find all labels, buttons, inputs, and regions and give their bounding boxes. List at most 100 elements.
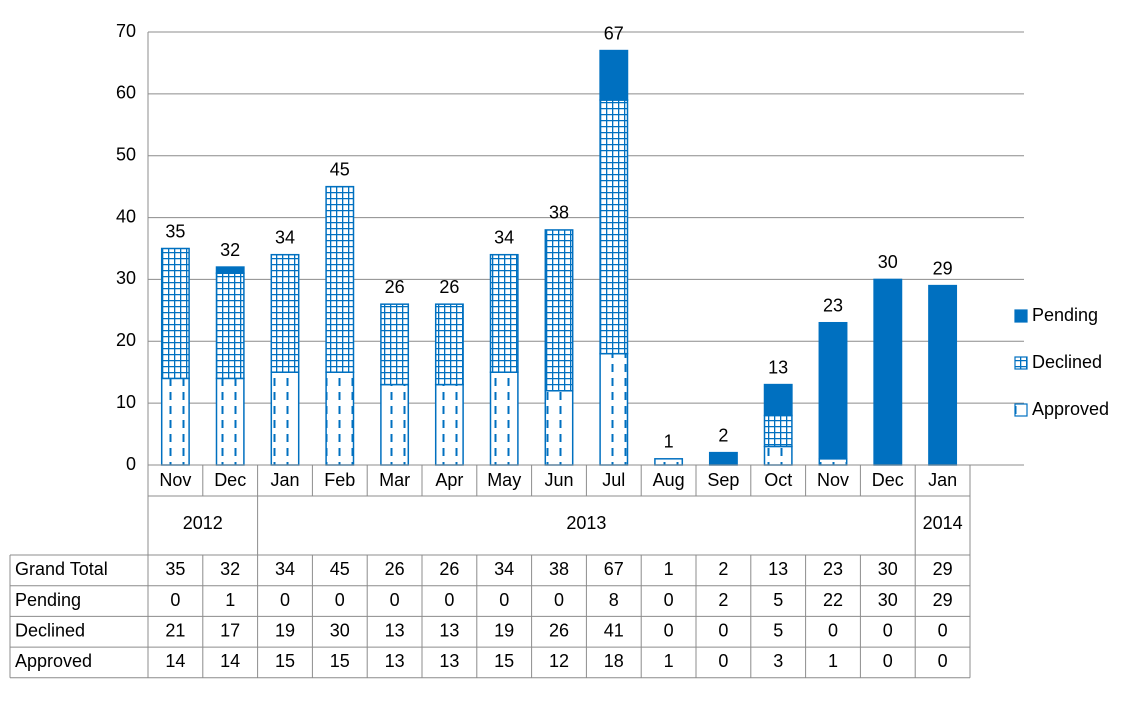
bar-segment — [215, 272, 245, 380]
row-label: Approved — [15, 651, 92, 671]
table-cell: 15 — [275, 651, 295, 671]
table-cell: 1 — [225, 590, 235, 610]
table-cell: 29 — [933, 559, 953, 579]
total-label: 30 — [878, 252, 898, 272]
bar-segment — [654, 458, 684, 466]
total-label: 23 — [823, 295, 843, 315]
bar-segment — [708, 451, 738, 466]
x-tick-label: Dec — [214, 470, 246, 490]
table-cell: 22 — [823, 590, 843, 610]
bar-segment — [489, 253, 519, 373]
legend-label: Pending — [1032, 305, 1098, 325]
table-cell: 19 — [494, 621, 514, 641]
total-label: 35 — [165, 221, 185, 241]
table-cell: 0 — [883, 621, 893, 641]
x-tick-label: Oct — [764, 470, 792, 490]
x-tick-label: Jan — [928, 470, 957, 490]
table-cell: 1 — [664, 559, 674, 579]
y-tick-label: 20 — [116, 330, 136, 350]
x-tick-label: Apr — [435, 470, 463, 490]
y-tick-label: 50 — [116, 144, 136, 164]
bar-segment — [434, 383, 464, 466]
bar-segment — [599, 99, 629, 355]
table-cell: 32 — [220, 559, 240, 579]
total-label: 26 — [439, 277, 459, 297]
table-cell: 23 — [823, 559, 843, 579]
x-tick-label: Sep — [707, 470, 739, 490]
x-tick-label: Nov — [817, 470, 849, 490]
y-tick-label: 70 — [116, 21, 136, 41]
table-cell: 0 — [390, 590, 400, 610]
table-cell: 30 — [878, 590, 898, 610]
total-label: 67 — [604, 23, 624, 43]
table-cell: 14 — [165, 651, 185, 671]
table-cell: 18 — [604, 651, 624, 671]
x-tick-label: Feb — [324, 470, 355, 490]
table-cell: 8 — [609, 590, 619, 610]
y-tick-label: 60 — [116, 83, 136, 103]
bar-segment — [873, 278, 903, 466]
table-cell: 35 — [165, 559, 185, 579]
bar-segment — [380, 303, 410, 386]
table-cell: 0 — [718, 651, 728, 671]
table-cell: 0 — [664, 621, 674, 641]
total-label: 26 — [385, 277, 405, 297]
total-label: 45 — [330, 159, 350, 179]
table-cell: 13 — [385, 621, 405, 641]
legend-swatch — [1014, 356, 1028, 370]
total-label: 38 — [549, 203, 569, 223]
table-cell: 0 — [170, 590, 180, 610]
table-cell: 19 — [275, 621, 295, 641]
legend-label: Declined — [1032, 352, 1102, 372]
x-tick-label: Jul — [602, 470, 625, 490]
table-cell: 0 — [554, 590, 564, 610]
table-cell: 0 — [280, 590, 290, 610]
total-label: 2 — [718, 425, 728, 445]
table-cell: 26 — [439, 559, 459, 579]
bar-segment — [544, 390, 574, 466]
bar-segment — [763, 383, 793, 417]
legend-label: Approved — [1032, 399, 1109, 419]
table-cell: 0 — [664, 590, 674, 610]
x-tick-label: Jun — [544, 470, 573, 490]
table-cell: 0 — [828, 621, 838, 641]
total-label: 32 — [220, 240, 240, 260]
bar-segment — [270, 253, 300, 373]
bar-segment — [818, 321, 848, 460]
table-cell: 15 — [494, 651, 514, 671]
total-label: 34 — [275, 227, 295, 247]
y-tick-label: 30 — [116, 268, 136, 288]
table-cell: 0 — [444, 590, 454, 610]
table-cell: 5 — [773, 590, 783, 610]
table-cell: 30 — [330, 621, 350, 641]
table-cell: 34 — [275, 559, 295, 579]
table-cell: 45 — [330, 559, 350, 579]
bar-segment — [434, 303, 464, 386]
x-tick-label: May — [487, 470, 521, 490]
bar-segment — [818, 458, 848, 466]
row-label: Declined — [15, 621, 85, 641]
y-tick-label: 0 — [126, 454, 136, 474]
table-cell: 29 — [933, 590, 953, 610]
bar-segment — [325, 371, 355, 466]
bar-segment — [599, 352, 629, 466]
total-label: 29 — [933, 258, 953, 278]
bar-segment — [325, 185, 355, 373]
bar-segment — [270, 371, 300, 466]
total-label: 34 — [494, 227, 514, 247]
x-tick-label: Dec — [872, 470, 904, 490]
bar-segment — [928, 284, 958, 466]
bar-segment — [160, 377, 190, 466]
bar-segment — [160, 247, 190, 380]
table-cell: 41 — [604, 621, 624, 641]
total-label: 1 — [664, 432, 674, 452]
table-cell: 30 — [878, 559, 898, 579]
table-cell: 15 — [330, 651, 350, 671]
table-cell: 26 — [549, 621, 569, 641]
table-cell: 17 — [220, 621, 240, 641]
table-cell: 2 — [718, 590, 728, 610]
table-cell: 67 — [604, 559, 624, 579]
bar-segment — [599, 49, 629, 101]
bar-segment — [489, 371, 519, 466]
